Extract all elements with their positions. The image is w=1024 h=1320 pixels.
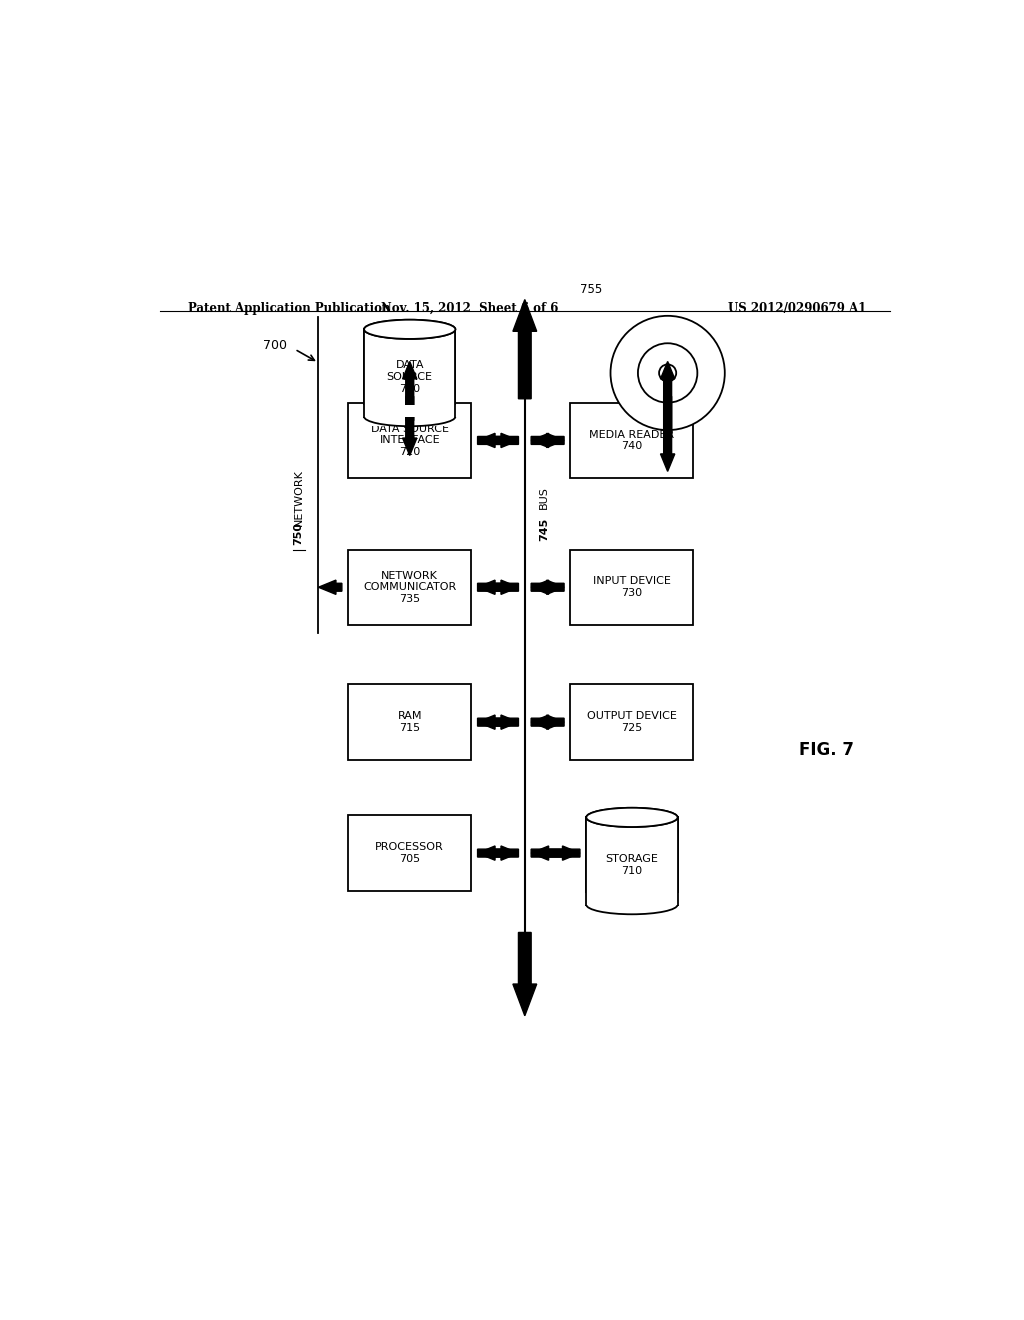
FancyArrow shape <box>402 362 417 421</box>
Text: NETWORK
COMMUNICATOR
735: NETWORK COMMUNICATOR 735 <box>364 570 457 603</box>
Bar <box>585 894 679 904</box>
Text: PROCESSOR
705: PROCESSOR 705 <box>376 842 444 863</box>
Ellipse shape <box>365 319 456 339</box>
Text: BUS: BUS <box>539 487 549 510</box>
Ellipse shape <box>587 808 678 828</box>
Text: RAM
715: RAM 715 <box>397 711 422 733</box>
Bar <box>362 405 457 417</box>
Text: FIG. 7: FIG. 7 <box>799 741 854 759</box>
Ellipse shape <box>587 895 678 915</box>
FancyArrow shape <box>318 579 342 594</box>
Bar <box>348 685 471 760</box>
FancyArrow shape <box>402 396 417 455</box>
FancyArrow shape <box>531 846 580 861</box>
FancyArrow shape <box>477 433 518 447</box>
FancyArrow shape <box>477 846 518 861</box>
Text: OUTPUT DEVICE
725: OUTPUT DEVICE 725 <box>587 711 677 733</box>
Bar <box>365 329 456 417</box>
Bar <box>570 685 693 760</box>
Circle shape <box>610 315 725 430</box>
Ellipse shape <box>365 319 456 339</box>
Bar <box>570 549 693 624</box>
Text: INPUT DEVICE
730: INPUT DEVICE 730 <box>593 577 671 598</box>
FancyArrow shape <box>531 433 564 447</box>
Text: 750: 750 <box>294 523 304 545</box>
FancyArrow shape <box>531 579 564 594</box>
FancyArrow shape <box>477 433 518 447</box>
Text: STORAGE
710: STORAGE 710 <box>605 854 658 875</box>
Bar <box>348 549 471 624</box>
Bar <box>587 817 678 904</box>
Text: 700: 700 <box>263 339 287 351</box>
FancyArrow shape <box>477 579 518 594</box>
FancyArrow shape <box>531 846 580 861</box>
FancyArrow shape <box>513 300 537 399</box>
Ellipse shape <box>587 808 678 828</box>
Text: 745: 745 <box>539 517 549 541</box>
FancyArrow shape <box>531 715 564 729</box>
Text: Patent Application Publication: Patent Application Publication <box>187 301 390 314</box>
FancyArrow shape <box>531 433 564 447</box>
FancyArrow shape <box>513 932 537 1016</box>
FancyArrow shape <box>477 846 518 861</box>
FancyArrow shape <box>477 715 518 729</box>
Circle shape <box>638 343 697 403</box>
Text: DATA SOURCE
INTERFACE
720: DATA SOURCE INTERFACE 720 <box>371 424 449 457</box>
Bar <box>348 403 471 478</box>
FancyArrow shape <box>660 362 675 437</box>
Text: US 2012/0290679 A1: US 2012/0290679 A1 <box>728 301 866 314</box>
Text: 755: 755 <box>581 282 602 296</box>
Text: NETWORK: NETWORK <box>294 470 304 527</box>
Text: Nov. 15, 2012  Sheet 6 of 6: Nov. 15, 2012 Sheet 6 of 6 <box>381 301 558 314</box>
FancyArrow shape <box>477 715 518 729</box>
Bar <box>348 816 471 891</box>
FancyArrow shape <box>477 579 518 594</box>
FancyArrow shape <box>531 579 564 594</box>
Bar <box>365 407 456 426</box>
FancyArrow shape <box>531 715 564 729</box>
Bar <box>570 403 693 478</box>
Text: MEDIA READER
740: MEDIA READER 740 <box>590 429 675 451</box>
FancyArrow shape <box>660 396 675 471</box>
Text: DATA
SOURCE
760: DATA SOURCE 760 <box>387 360 433 393</box>
Ellipse shape <box>365 407 456 426</box>
Bar <box>587 895 678 915</box>
Circle shape <box>659 364 676 381</box>
